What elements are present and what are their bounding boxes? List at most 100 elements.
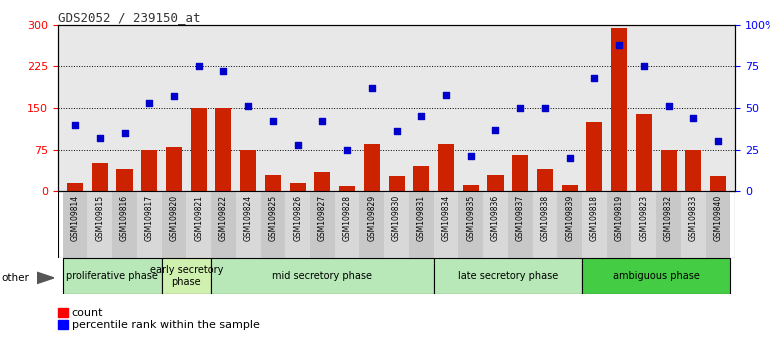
Point — [564, 155, 576, 161]
Point — [539, 105, 551, 111]
Text: proliferative phase: proliferative phase — [66, 271, 158, 281]
Text: GDS2052 / 239150_at: GDS2052 / 239150_at — [58, 11, 200, 24]
Text: GSM109824: GSM109824 — [243, 195, 253, 241]
Bar — [216, 108, 232, 191]
Point — [217, 69, 229, 74]
Bar — [88, 191, 112, 258]
Bar — [211, 258, 434, 294]
Point — [341, 147, 353, 152]
Bar — [463, 184, 479, 191]
Point — [316, 119, 329, 124]
Point — [119, 130, 131, 136]
Bar — [260, 191, 285, 258]
Text: GSM109837: GSM109837 — [516, 195, 524, 241]
Text: GSM109832: GSM109832 — [664, 195, 673, 241]
Text: GSM109820: GSM109820 — [169, 195, 179, 241]
Point — [687, 115, 699, 121]
Point — [69, 122, 81, 127]
Point — [415, 113, 427, 119]
Bar — [191, 108, 207, 191]
Point — [613, 42, 625, 47]
Bar — [685, 149, 701, 191]
Text: GSM109838: GSM109838 — [541, 195, 550, 241]
Text: GSM109819: GSM109819 — [614, 195, 624, 241]
Text: early secretory
phase: early secretory phase — [149, 265, 223, 287]
Point — [94, 135, 106, 141]
Bar — [582, 258, 731, 294]
Bar — [537, 169, 553, 191]
Bar — [137, 191, 162, 258]
Bar — [533, 191, 557, 258]
Bar — [409, 191, 434, 258]
Point — [440, 92, 452, 97]
Text: GSM109831: GSM109831 — [417, 195, 426, 241]
Point — [662, 103, 675, 109]
Point — [366, 85, 378, 91]
Point — [464, 153, 477, 159]
Polygon shape — [37, 272, 54, 284]
Bar — [285, 191, 310, 258]
Text: GSM109818: GSM109818 — [590, 195, 599, 240]
Bar — [458, 191, 483, 258]
Text: GSM109840: GSM109840 — [714, 195, 722, 241]
Point — [168, 93, 180, 99]
Bar — [236, 191, 260, 258]
Point — [192, 63, 205, 69]
Bar — [162, 258, 211, 294]
Bar — [656, 191, 681, 258]
Bar — [67, 183, 83, 191]
Bar — [487, 175, 504, 191]
Bar — [265, 175, 281, 191]
Bar — [62, 191, 88, 258]
Bar — [339, 185, 355, 191]
Text: GSM109814: GSM109814 — [71, 195, 79, 241]
Text: GSM109815: GSM109815 — [95, 195, 104, 241]
Bar — [661, 149, 677, 191]
Text: GSM109817: GSM109817 — [145, 195, 154, 241]
Bar — [607, 191, 631, 258]
Bar — [636, 114, 652, 191]
Point — [588, 75, 601, 81]
Point — [143, 100, 156, 106]
Bar — [611, 28, 627, 191]
Bar — [483, 191, 508, 258]
Text: GSM109826: GSM109826 — [293, 195, 302, 241]
Text: GSM109828: GSM109828 — [343, 195, 352, 240]
Text: GSM109835: GSM109835 — [467, 195, 475, 241]
Text: GSM109834: GSM109834 — [441, 195, 450, 241]
Text: other: other — [2, 273, 29, 283]
Text: ambiguous phase: ambiguous phase — [613, 271, 700, 281]
Text: count: count — [72, 308, 103, 318]
Point — [514, 105, 527, 111]
Bar — [586, 122, 602, 191]
Bar — [512, 155, 528, 191]
Point — [266, 119, 279, 124]
Point — [292, 142, 304, 147]
Point — [489, 127, 501, 132]
Bar — [92, 164, 108, 191]
Bar — [314, 172, 330, 191]
Bar — [631, 191, 656, 258]
Bar — [335, 191, 360, 258]
Bar — [413, 166, 430, 191]
Text: GSM109823: GSM109823 — [639, 195, 648, 241]
Text: GSM109839: GSM109839 — [565, 195, 574, 241]
Bar — [162, 191, 186, 258]
Bar — [710, 176, 726, 191]
Bar — [290, 183, 306, 191]
Text: late secretory phase: late secretory phase — [457, 271, 558, 281]
Point — [712, 138, 725, 144]
Bar — [310, 191, 335, 258]
Bar — [705, 191, 731, 258]
Bar — [186, 191, 211, 258]
Point — [390, 129, 403, 134]
Text: mid secretory phase: mid secretory phase — [273, 271, 373, 281]
Text: GSM109816: GSM109816 — [120, 195, 129, 241]
Bar — [582, 191, 607, 258]
Bar — [561, 184, 578, 191]
Text: GSM109829: GSM109829 — [367, 195, 377, 241]
Bar — [240, 149, 256, 191]
Bar — [434, 258, 582, 294]
Bar — [112, 191, 137, 258]
Text: GSM109830: GSM109830 — [392, 195, 401, 241]
